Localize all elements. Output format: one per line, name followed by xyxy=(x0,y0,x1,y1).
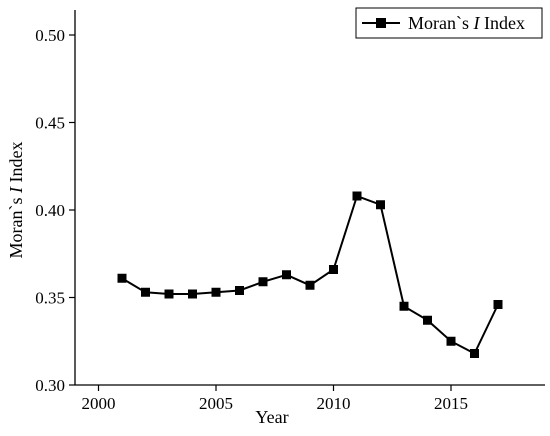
data-point xyxy=(470,349,479,358)
x-tick-label: 2005 xyxy=(199,394,233,413)
plot-frame xyxy=(74,10,545,386)
x-tick-label: 2010 xyxy=(317,394,351,413)
y-tick-label: 0.30 xyxy=(35,376,65,395)
data-point xyxy=(493,300,503,309)
y-ticks: 0.30 0.35 0.40 0.45 0.50 xyxy=(35,26,75,395)
data-point xyxy=(423,315,432,325)
data-point xyxy=(305,280,315,290)
y-tick-label: 0.45 xyxy=(35,114,65,133)
legend-marker xyxy=(376,18,386,28)
y-axis-label-part: Index xyxy=(6,142,26,187)
legend-box xyxy=(355,7,543,39)
data-point xyxy=(235,286,244,295)
x-ticks: 2000 2005 2010 2015 xyxy=(82,385,468,413)
data-point xyxy=(446,336,456,346)
y-tick-label: 0.50 xyxy=(35,26,65,45)
data-point xyxy=(117,273,127,283)
data-point xyxy=(376,200,385,210)
legend-label-italic: I xyxy=(473,13,481,33)
legend-label: Moran`s I Index xyxy=(408,13,525,33)
series-line xyxy=(121,194,499,355)
data-point xyxy=(282,270,291,280)
data-point xyxy=(188,289,197,299)
x-tick-label: 2000 xyxy=(82,394,116,413)
legend: Moran`s I Index xyxy=(355,7,543,39)
y-axis-label-italic: I xyxy=(6,186,26,194)
legend-label-part: Index xyxy=(480,13,525,33)
y-axis-label-part: Moran`s xyxy=(6,193,26,259)
legend-label-part: Moran`s xyxy=(408,13,474,33)
data-point xyxy=(211,287,221,297)
y-tick-label: 0.35 xyxy=(35,289,65,308)
data-point xyxy=(141,287,150,297)
y-axis-label: Moran`s I Index xyxy=(6,142,26,259)
data-point xyxy=(399,301,409,311)
data-point xyxy=(164,289,174,299)
data-point xyxy=(258,277,268,287)
x-axis-label: Year xyxy=(255,407,288,427)
data-point xyxy=(352,191,362,201)
y-tick-label: 0.40 xyxy=(35,201,65,220)
data-point xyxy=(329,265,338,274)
series xyxy=(117,191,503,358)
x-tick-label: 2015 xyxy=(434,394,468,413)
